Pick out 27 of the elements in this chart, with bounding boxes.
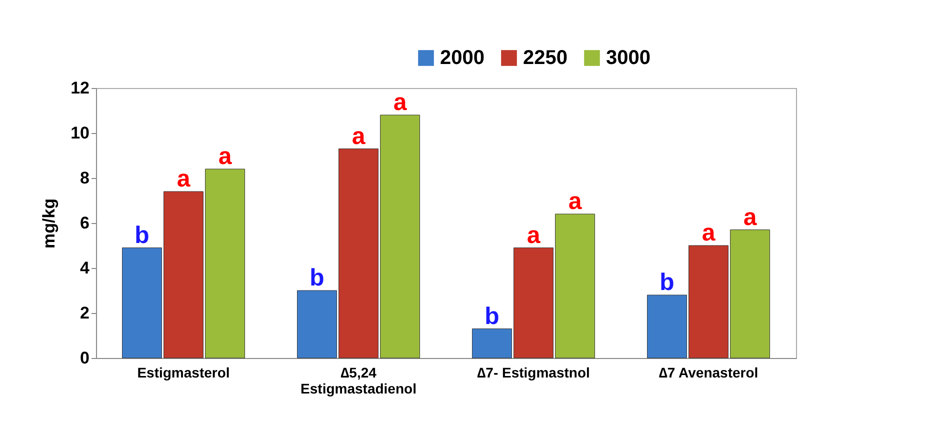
data-label: a (702, 220, 716, 246)
data-label: b (134, 222, 150, 249)
y-tick-label: 2 (80, 304, 90, 322)
data-label: a (743, 204, 758, 231)
x-tick-label: ∆7- Estigmastnol (477, 364, 590, 380)
y-tick-label: 8 (80, 168, 90, 188)
data-label: a (568, 188, 582, 215)
y-tick-label: 6 (80, 214, 90, 232)
x-tick-label: ∆7 Avenasterol (658, 364, 758, 380)
legend-label: 2000 (440, 47, 484, 69)
data-label: b (484, 302, 500, 330)
data-label: a (218, 143, 232, 170)
legend-label: 3000 (606, 47, 650, 69)
legend-label: 2250 (523, 47, 568, 69)
x-tick-label: ∆5,24 Estigmastadienol (300, 364, 416, 396)
y-tick-label: 10 (70, 124, 90, 142)
data-label: a (393, 89, 408, 116)
y-tick-label: 0 (80, 348, 90, 368)
data-label: b (310, 264, 324, 292)
data-label: a (176, 166, 191, 192)
y-tick-label: 4 (80, 258, 90, 278)
y-tick-label: 12 (70, 78, 90, 98)
data-label: a (526, 222, 541, 249)
data-label: a (352, 122, 366, 150)
x-tick-label: Estigmasterol (137, 364, 230, 380)
y-axis-title: mg/kg (40, 198, 59, 249)
data-label: b (660, 269, 674, 296)
